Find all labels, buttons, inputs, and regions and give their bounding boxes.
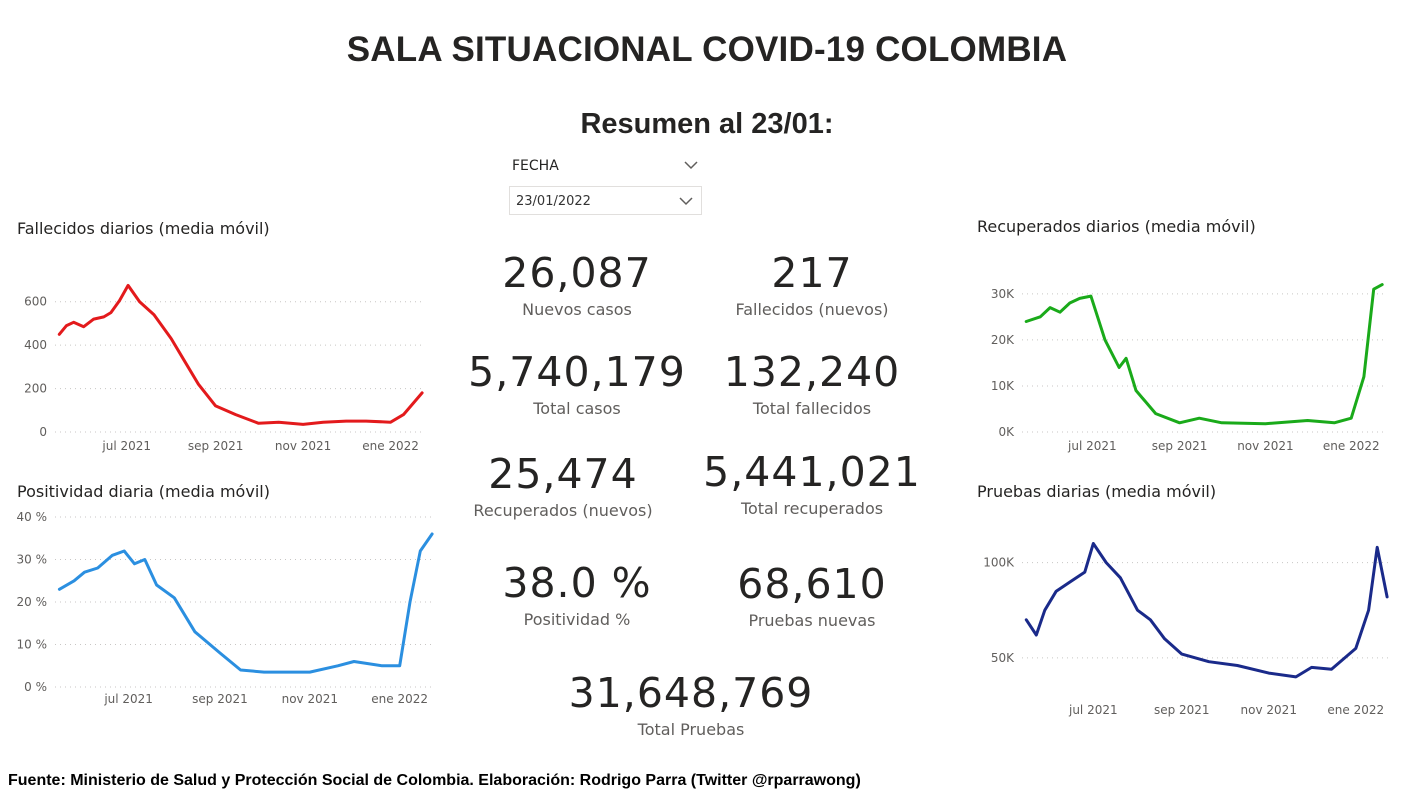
- y-tick-label: 0 %: [24, 680, 47, 694]
- chevron-down-icon[interactable]: [682, 156, 700, 174]
- kpi-total-fallecidos: 132,240 Total fallecidos: [702, 349, 922, 418]
- kpi-value: 31,648,769: [568, 669, 814, 717]
- kpi-label: Total casos: [533, 399, 621, 418]
- x-tick-label: nov 2021: [275, 439, 331, 453]
- y-tick-label: 30K: [991, 287, 1015, 301]
- y-tick-label: 0: [39, 425, 47, 439]
- y-tick-label: 10K: [991, 379, 1015, 393]
- y-tick-label: 400: [24, 338, 47, 352]
- y-tick-label: 100K: [983, 556, 1015, 570]
- kpi-label: Nuevos casos: [522, 300, 632, 319]
- y-tick-label: 30 %: [17, 553, 48, 567]
- date-slicer-dropdown[interactable]: 23/01/2022: [509, 186, 702, 215]
- positividad-line-chart: 0 % 10 % 20 % 30 % 40 % jul 2021 sep 2021 nov 2…: [17, 510, 435, 706]
- x-tick-label: jul 2021: [103, 692, 153, 706]
- kpi-label: Total fallecidos: [752, 399, 872, 418]
- date-slicer-label: FECHA: [512, 158, 559, 174]
- chevron-down-icon[interactable]: [677, 192, 695, 210]
- kpi-pruebas-nuevas: 68,610 Pruebas nuevas: [702, 561, 922, 630]
- kpi-label: Total Pruebas: [637, 720, 745, 739]
- pruebas-line-chart: 50K 100K jul 2021 sep 2021 nov 2021 ene 2022: [983, 542, 1390, 717]
- y-tick-label: 200: [24, 382, 47, 396]
- y-tick-label: 20 %: [17, 595, 48, 609]
- kpi-fallecidos-nuevos: 217 Fallecidos (nuevos): [702, 250, 922, 319]
- kpi-total-recuperados: 5,441,021 Total recuperados: [702, 449, 922, 518]
- y-tick-label: 40 %: [17, 510, 48, 524]
- kpi-value: 38.0 %: [502, 559, 652, 607]
- x-tick-label: jul 2021: [1067, 439, 1117, 453]
- x-tick-label: nov 2021: [1237, 439, 1293, 453]
- x-tick-label: jul 2021: [101, 439, 151, 453]
- kpi-value: 25,474: [488, 450, 638, 498]
- x-tick-label: sep 2021: [192, 692, 248, 706]
- y-tick-label: 600: [24, 295, 47, 309]
- y-tick-label: 10 %: [17, 638, 48, 652]
- recuperados-line-chart: 0K 10K 20K 30K jul 2021 sep 2021 nov 2021 ene 2…: [991, 283, 1385, 453]
- x-tick-label: nov 2021: [282, 692, 338, 706]
- x-tick-label: jul 2021: [1068, 703, 1118, 717]
- kpi-total-pruebas: 31,648,769 Total Pruebas: [541, 670, 841, 739]
- x-tick-label: sep 2021: [1154, 703, 1210, 717]
- kpi-value: 217: [771, 249, 853, 297]
- date-slicer-value: 23/01/2022: [516, 194, 591, 209]
- series-line: [57, 283, 424, 426]
- kpi-value: 132,240: [723, 348, 901, 396]
- kpi-label: Pruebas nuevas: [748, 611, 876, 630]
- x-tick-label: nov 2021: [1241, 703, 1297, 717]
- y-tick-label: 0K: [998, 425, 1015, 439]
- fallecidos-line-chart: 0 200 400 600 jul 2021 sep 2021 nov 2021 ene 20…: [24, 283, 425, 453]
- positividad-chart-title: Positividad diaria (media móvil): [17, 482, 270, 501]
- kpi-label: Recuperados (nuevos): [473, 501, 653, 520]
- kpi-value: 5,441,021: [703, 448, 921, 496]
- x-tick-label: ene 2022: [362, 439, 419, 453]
- kpi-value: 68,610: [737, 560, 887, 608]
- x-tick-label: ene 2022: [1323, 439, 1380, 453]
- x-tick-label: sep 2021: [188, 439, 244, 453]
- y-tick-label: 20K: [991, 333, 1015, 347]
- x-tick-label: ene 2022: [1327, 703, 1384, 717]
- kpi-label: Fallecidos (nuevos): [735, 300, 889, 319]
- recuperados-chart-title: Recuperados diarios (media móvil): [977, 217, 1256, 236]
- kpi-total-casos: 5,740,179 Total casos: [467, 349, 687, 418]
- series-line: [57, 532, 434, 674]
- y-tick-label: 50K: [991, 651, 1015, 665]
- fallecidos-chart-title: Fallecidos diarios (media móvil): [17, 219, 270, 238]
- dashboard-title: SALA SITUACIONAL COVID-19 COLOMBIA: [346, 30, 1068, 69]
- pruebas-chart-title: Pruebas diarias (media móvil): [977, 482, 1217, 501]
- x-tick-label: sep 2021: [1152, 439, 1208, 453]
- kpi-positividad: 38.0 % Positividad %: [467, 560, 687, 629]
- kpi-value: 5,740,179: [468, 348, 686, 396]
- source-footer: Fuente: Ministerio de Salud y Protección…: [8, 772, 861, 789]
- series-line: [1024, 283, 1384, 426]
- kpi-nuevos-casos: 26,087 Nuevos casos: [467, 250, 687, 319]
- series-line: [1024, 542, 1389, 679]
- x-tick-label: ene 2022: [371, 692, 428, 706]
- summary-subtitle: Resumen al 23/01:: [580, 108, 834, 140]
- kpi-value: 26,087: [502, 249, 652, 297]
- kpi-label: Total recuperados: [740, 499, 884, 518]
- kpi-label: Positividad %: [523, 610, 631, 629]
- kpi-recuperados-nuevos: 25,474 Recuperados (nuevos): [453, 451, 673, 520]
